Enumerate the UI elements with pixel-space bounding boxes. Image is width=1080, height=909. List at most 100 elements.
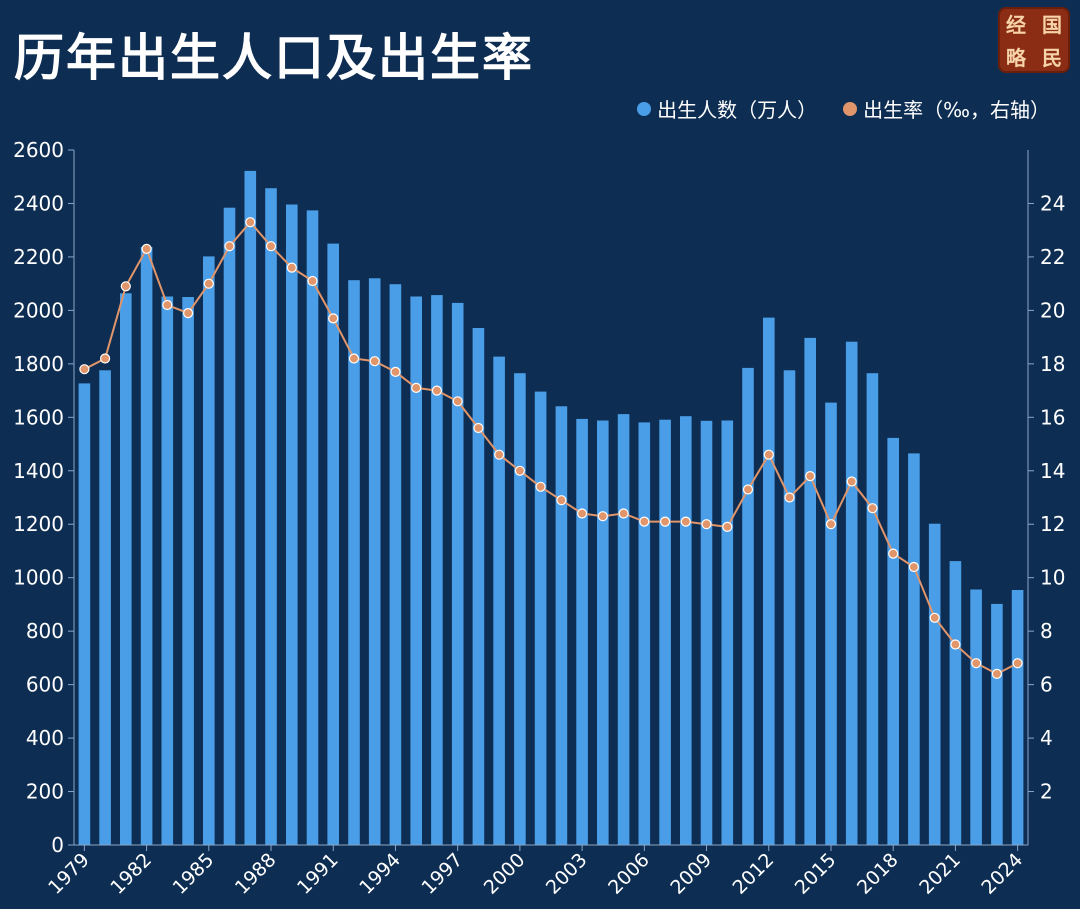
bar-births <box>78 383 91 845</box>
chart-title: 历年出生人口及出生率 <box>14 29 534 87</box>
point-birth-rate <box>183 308 194 319</box>
y-tick-label-left: 1200 <box>13 512 64 536</box>
y-tick-label-right: 8 <box>1040 619 1053 643</box>
legend-label-births: 出生人数（万人） <box>657 98 818 122</box>
bar-births <box>410 296 422 845</box>
y-tick-label-left: 200 <box>26 780 64 804</box>
point-birth-rate <box>328 313 339 324</box>
logo-char: 民 <box>1042 46 1062 70</box>
x-tick-label: 2006 <box>604 849 654 899</box>
y-tick-label-left: 1400 <box>13 459 64 483</box>
bar-births <box>991 603 1003 845</box>
point-birth-rate <box>452 396 463 407</box>
point-birth-rate <box>763 449 774 460</box>
legend-item-births: 出生人数（万人） <box>637 94 817 123</box>
point-birth-rate <box>908 561 920 573</box>
point-birth-rate <box>701 519 712 530</box>
point-birth-rate <box>805 471 816 482</box>
bar-births <box>970 589 982 845</box>
y-tick-label-right: 16 <box>1040 405 1065 429</box>
point-birth-rate <box>120 281 131 292</box>
y-tick-label-right: 24 <box>1040 191 1065 215</box>
bar-births <box>368 278 381 845</box>
bar-births <box>493 356 505 845</box>
bar-births <box>638 422 651 845</box>
bar-births <box>659 419 671 845</box>
bar-births <box>99 370 111 845</box>
point-birth-rate <box>597 511 608 522</box>
bar-births <box>949 561 962 845</box>
point-birth-rate <box>971 658 982 669</box>
bar-births <box>451 302 464 845</box>
point-birth-rate <box>99 353 111 364</box>
bar-births <box>534 391 547 845</box>
point-birth-rate <box>141 243 152 254</box>
bar-births <box>928 523 941 845</box>
y-tick-label-left: 800 <box>26 619 64 643</box>
logo-char: 国 <box>1042 13 1062 37</box>
bar-births <box>431 295 443 846</box>
bar-births <box>866 373 879 845</box>
y-tick-label-left: 0 <box>51 833 64 857</box>
chart-legend: 出生人数（万人） 出生率（‰，右轴） <box>637 94 1050 123</box>
point-birth-rate <box>348 353 360 364</box>
legend-line-swatch <box>843 101 858 116</box>
bar-births <box>763 317 775 846</box>
x-tick-label: 2012 <box>729 849 779 899</box>
y-tick-label-left: 600 <box>26 673 64 697</box>
point-birth-rate <box>991 668 1003 680</box>
point-birth-rate <box>722 521 733 533</box>
y-tick-label-left: 400 <box>26 726 64 750</box>
y-tick-label-left: 2000 <box>13 298 64 322</box>
y-tick-label-right: 22 <box>1040 245 1065 269</box>
bar-births <box>887 437 899 845</box>
point-birth-rate <box>265 241 277 252</box>
logo-char: 经 <box>1006 13 1026 37</box>
bar-births <box>845 341 858 845</box>
point-birth-rate <box>680 516 691 527</box>
y-tick-label-left: 2600 <box>13 138 64 162</box>
bar-births <box>576 418 588 845</box>
point-birth-rate <box>162 299 173 311</box>
point-birth-rate <box>929 612 940 623</box>
point-birth-rate <box>825 519 837 530</box>
bar-births <box>348 280 360 845</box>
point-birth-rate <box>1012 658 1023 669</box>
x-tick-label: 1988 <box>231 849 281 899</box>
bar-births <box>203 256 215 845</box>
point-birth-rate <box>846 476 857 487</box>
y-tick-label-left: 2200 <box>13 245 64 269</box>
point-birth-rate <box>950 639 961 650</box>
bar-births <box>555 406 568 845</box>
bar-births <box>182 297 194 845</box>
bar-births <box>804 337 816 845</box>
x-tick-label: 1991 <box>293 849 343 899</box>
y-tick-label-right: 20 <box>1040 298 1065 322</box>
x-tick-label: 2009 <box>666 849 716 899</box>
point-birth-rate <box>431 385 442 396</box>
y-tick-label-right: 12 <box>1040 512 1065 536</box>
point-birth-rate <box>369 356 380 367</box>
bar-births <box>1011 590 1024 845</box>
point-birth-rate <box>659 516 671 527</box>
point-birth-rate <box>639 516 650 527</box>
point-birth-rate <box>224 241 235 252</box>
bar-births <box>244 170 257 845</box>
point-birth-rate <box>742 484 754 495</box>
point-birth-rate <box>203 278 214 289</box>
bar-births <box>265 188 277 845</box>
point-birth-rate <box>556 495 567 506</box>
point-birth-rate <box>411 382 422 393</box>
y-tick-label-right: 4 <box>1040 726 1053 750</box>
point-birth-rate <box>618 508 629 519</box>
y-tick-label-right: 14 <box>1040 459 1065 483</box>
point-birth-rate <box>867 503 878 514</box>
y-tick-label-left: 1000 <box>13 566 64 590</box>
y-tick-label-right: 10 <box>1040 566 1065 590</box>
point-birth-rate <box>307 275 318 287</box>
bar-births <box>120 293 132 845</box>
bar-births <box>140 247 153 845</box>
bar-births <box>223 207 236 845</box>
point-birth-rate <box>473 422 484 434</box>
point-birth-rate <box>390 366 401 377</box>
